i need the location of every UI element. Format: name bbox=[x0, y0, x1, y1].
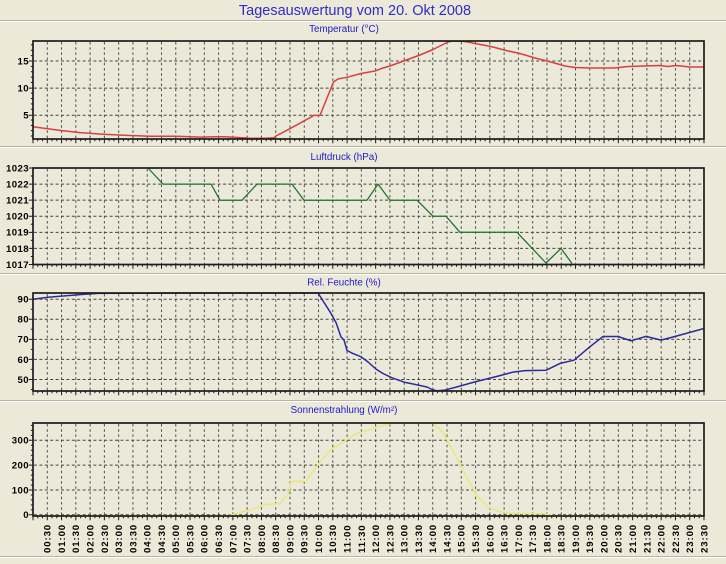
svg-text:19:00: 19:00 bbox=[571, 524, 582, 553]
svg-text:04:30: 04:30 bbox=[157, 524, 168, 553]
svg-text:12:30: 12:30 bbox=[385, 524, 396, 553]
svg-text:14:30: 14:30 bbox=[442, 524, 453, 553]
svg-text:11:30: 11:30 bbox=[357, 524, 368, 553]
svg-text:Luftdruck (hPa): Luftdruck (hPa) bbox=[311, 152, 378, 163]
svg-text:Tagesauswertung vom 20. Okt 20: Tagesauswertung vom 20. Okt 2008 bbox=[239, 3, 471, 19]
svg-text:16:00: 16:00 bbox=[485, 524, 496, 553]
svg-text:00:30: 00:30 bbox=[43, 524, 54, 553]
svg-text:21:00: 21:00 bbox=[628, 524, 639, 553]
svg-text:18:30: 18:30 bbox=[557, 524, 568, 553]
svg-text:02:30: 02:30 bbox=[100, 524, 111, 553]
svg-text:10: 10 bbox=[18, 84, 29, 95]
svg-text:16:30: 16:30 bbox=[500, 524, 511, 553]
svg-text:22:30: 22:30 bbox=[671, 524, 682, 553]
svg-text:07:00: 07:00 bbox=[228, 524, 239, 553]
svg-text:04:00: 04:00 bbox=[143, 524, 154, 553]
svg-text:05:30: 05:30 bbox=[185, 524, 196, 553]
svg-text:1021: 1021 bbox=[6, 196, 29, 207]
svg-text:20:00: 20:00 bbox=[599, 524, 610, 553]
svg-text:17:00: 17:00 bbox=[514, 524, 525, 553]
svg-text:200: 200 bbox=[12, 461, 29, 472]
svg-text:11:00: 11:00 bbox=[342, 524, 353, 553]
svg-text:0: 0 bbox=[23, 510, 29, 521]
svg-text:06:00: 06:00 bbox=[200, 524, 211, 553]
svg-text:09:00: 09:00 bbox=[285, 524, 296, 553]
svg-text:90: 90 bbox=[18, 295, 29, 306]
svg-text:12:00: 12:00 bbox=[371, 524, 382, 553]
svg-text:1020: 1020 bbox=[6, 212, 29, 223]
svg-text:1017: 1017 bbox=[6, 260, 29, 271]
svg-text:15:00: 15:00 bbox=[457, 524, 468, 553]
svg-text:08:00: 08:00 bbox=[257, 524, 268, 553]
svg-text:300: 300 bbox=[12, 436, 29, 447]
svg-text:07:30: 07:30 bbox=[243, 524, 254, 553]
svg-text:03:30: 03:30 bbox=[128, 524, 139, 553]
svg-text:03:00: 03:00 bbox=[114, 524, 125, 553]
svg-text:100: 100 bbox=[12, 485, 29, 496]
svg-text:23:30: 23:30 bbox=[699, 524, 710, 553]
svg-text:1019: 1019 bbox=[6, 228, 29, 239]
svg-text:15: 15 bbox=[18, 56, 30, 67]
svg-text:19:30: 19:30 bbox=[585, 524, 596, 553]
svg-text:1018: 1018 bbox=[6, 244, 29, 255]
svg-text:01:30: 01:30 bbox=[71, 524, 82, 553]
svg-text:01:00: 01:00 bbox=[57, 524, 68, 553]
svg-text:1022: 1022 bbox=[6, 179, 29, 190]
svg-text:23:00: 23:00 bbox=[685, 524, 696, 553]
svg-text:80: 80 bbox=[18, 315, 29, 326]
svg-text:20:30: 20:30 bbox=[614, 524, 625, 553]
svg-text:14:00: 14:00 bbox=[428, 524, 439, 553]
svg-text:Rel. Feuchte (%): Rel. Feuchte (%) bbox=[307, 278, 381, 289]
svg-text:09:30: 09:30 bbox=[300, 524, 311, 553]
svg-text:06:30: 06:30 bbox=[214, 524, 225, 553]
svg-text:1023: 1023 bbox=[6, 163, 29, 174]
svg-text:05:00: 05:00 bbox=[171, 524, 182, 553]
svg-text:15:30: 15:30 bbox=[471, 524, 482, 553]
svg-text:Temperatur (°C): Temperatur (°C) bbox=[309, 24, 379, 35]
svg-text:17:30: 17:30 bbox=[528, 524, 539, 553]
svg-text:13:30: 13:30 bbox=[414, 524, 425, 553]
svg-text:02:00: 02:00 bbox=[86, 524, 97, 553]
svg-text:21:30: 21:30 bbox=[642, 524, 653, 553]
svg-text:10:00: 10:00 bbox=[314, 524, 325, 553]
svg-text:13:00: 13:00 bbox=[400, 524, 411, 553]
svg-text:18:00: 18:00 bbox=[542, 524, 553, 553]
svg-text:70: 70 bbox=[18, 335, 29, 346]
svg-text:Sonnenstrahlung (W/m²): Sonnenstrahlung (W/m²) bbox=[291, 405, 398, 416]
svg-text:50: 50 bbox=[18, 375, 29, 386]
svg-text:60: 60 bbox=[18, 355, 29, 366]
svg-text:22:00: 22:00 bbox=[657, 524, 668, 553]
svg-text:5: 5 bbox=[23, 111, 29, 122]
svg-text:08:30: 08:30 bbox=[271, 524, 282, 553]
svg-text:10:30: 10:30 bbox=[328, 524, 339, 553]
